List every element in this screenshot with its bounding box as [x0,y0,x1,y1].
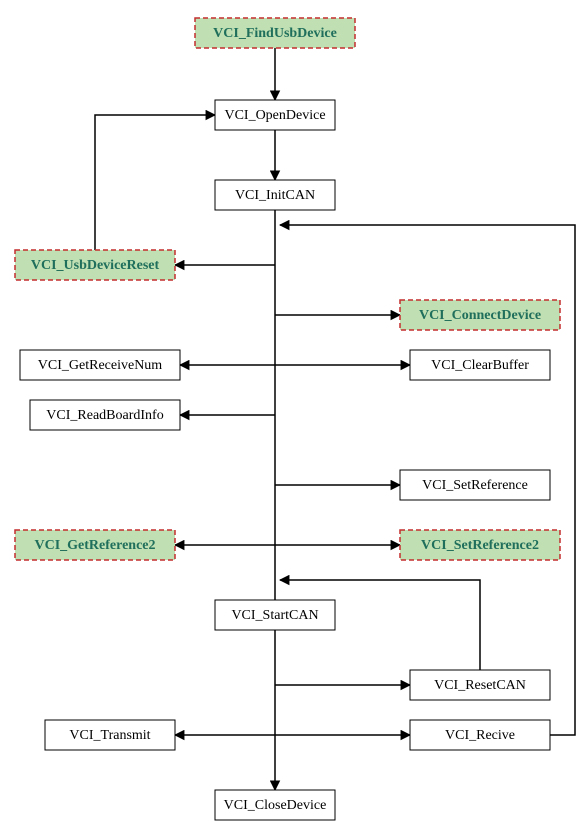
node-label-find: VCI_FindUsbDevice [213,26,337,41]
node-usbReset: VCI_UsbDeviceReset [15,250,175,280]
node-resetCan: VCI_ResetCAN [410,670,550,700]
node-readBoard: VCI_ReadBoardInfo [30,400,180,430]
node-label-resetCan: VCI_ResetCAN [434,678,526,693]
node-label-recive: VCI_Recive [445,728,515,743]
node-openDev: VCI_OpenDevice [215,100,335,130]
node-getRecvNum: VCI_GetReceiveNum [20,350,180,380]
node-label-setRef: VCI_SetReference [422,478,528,493]
node-label-transmit: VCI_Transmit [69,728,150,743]
node-label-openDev: VCI_OpenDevice [224,108,325,123]
node-find: VCI_FindUsbDevice [195,18,355,48]
node-initCan: VCI_InitCAN [215,180,335,210]
node-label-initCan: VCI_InitCAN [235,188,315,203]
node-clearBuf: VCI_ClearBuffer [410,350,550,380]
node-label-usbReset: VCI_UsbDeviceReset [31,258,160,273]
node-startCan: VCI_StartCAN [215,600,335,630]
node-setRef: VCI_SetReference [400,470,550,500]
node-label-readBoard: VCI_ReadBoardInfo [46,408,163,423]
node-getRef2: VCI_GetReference2 [15,530,175,560]
node-label-startCan: VCI_StartCAN [231,608,318,623]
node-connectDev: VCI_ConnectDevice [400,300,560,330]
node-transmit: VCI_Transmit [45,720,175,750]
node-setRef2: VCI_SetReference2 [400,530,560,560]
node-label-getRecvNum: VCI_GetReceiveNum [38,358,163,373]
node-label-clearBuf: VCI_ClearBuffer [431,358,529,373]
node-closeDev: VCI_CloseDevice [215,790,335,820]
node-label-getRef2: VCI_GetReference2 [34,538,155,553]
node-label-setRef2: VCI_SetReference2 [421,538,539,553]
node-recive: VCI_Recive [410,720,550,750]
node-label-closeDev: VCI_CloseDevice [224,798,327,813]
node-label-connectDev: VCI_ConnectDevice [419,308,541,323]
